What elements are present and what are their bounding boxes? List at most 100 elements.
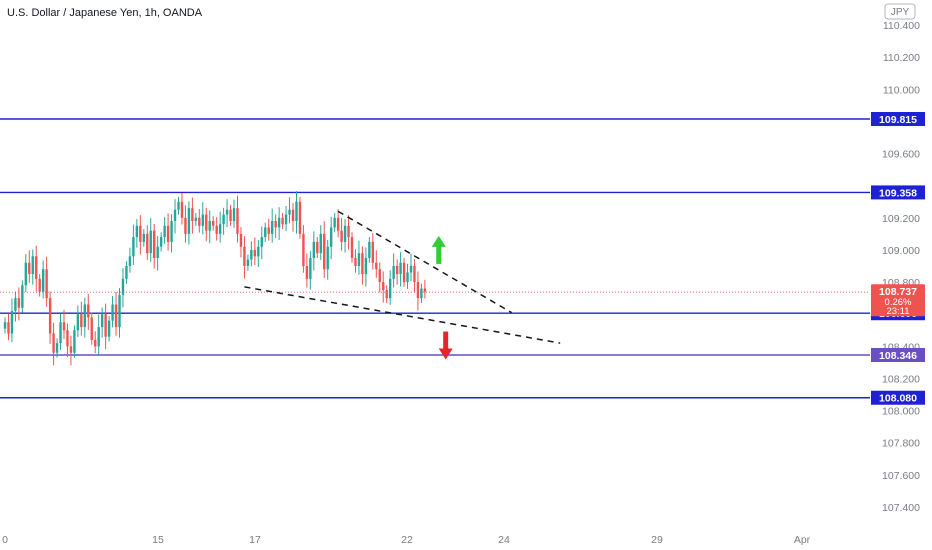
candle-body: [413, 266, 416, 283]
candle-body: [212, 221, 215, 226]
candle-body: [371, 241, 375, 263]
candle-body: [277, 217, 281, 228]
candle-body: [402, 262, 406, 283]
candle-body: [198, 217, 201, 226]
level-label: 109.815: [879, 114, 917, 126]
candle-body: [333, 217, 336, 228]
candle-body: [21, 285, 24, 308]
candle-body: [284, 214, 288, 225]
candle-body: [146, 233, 149, 254]
candle-body: [187, 208, 191, 234]
candle-body: [125, 266, 128, 279]
trendlines: [244, 210, 561, 344]
candle-body: [312, 241, 316, 258]
currency-badge[interactable]: JPY: [884, 3, 916, 20]
candle-body: [222, 214, 225, 225]
candle-body: [361, 253, 364, 275]
candle-body: [94, 339, 97, 347]
x-tick-label: 24: [498, 534, 510, 546]
current-price-label-bg: [871, 284, 925, 317]
candle-body: [3, 322, 7, 329]
candle-body: [409, 266, 413, 273]
candle-body: [281, 217, 284, 225]
chart-title: U.S. Dollar / Japanese Yen, 1h, OANDA: [7, 7, 203, 19]
candle-body: [28, 262, 31, 275]
y-tick-label: 107.400: [882, 502, 920, 514]
candle-body: [340, 230, 343, 242]
candle-body: [288, 209, 291, 215]
candle-body: [55, 343, 59, 353]
candle-body: [10, 310, 14, 334]
candle-body: [388, 278, 392, 299]
candle-body: [35, 256, 38, 279]
y-tick-label: 107.600: [882, 470, 920, 482]
current-price-countdown: 23:11: [886, 306, 909, 317]
candle-body: [80, 314, 83, 328]
candle-body: [267, 227, 270, 234]
candle-body: [135, 225, 139, 238]
candle-body: [420, 288, 423, 299]
y-tick-label: 110.000: [883, 84, 920, 96]
candle-body: [291, 209, 295, 222]
candle-body: [205, 214, 208, 231]
candle-body: [66, 330, 69, 347]
candle-body: [347, 225, 350, 238]
candle-body: [17, 298, 21, 308]
level-label: 108.080: [879, 393, 917, 405]
lower-wedge-trendline: [244, 286, 561, 344]
current-price-change: 0.26%: [885, 297, 912, 308]
candle-body: [368, 241, 371, 258]
y-tick-label: 108.200: [882, 373, 920, 385]
candle-body: [132, 237, 135, 257]
candle-body: [295, 201, 298, 222]
candle-body: [156, 246, 159, 258]
candle-body: [406, 272, 409, 283]
candle-body: [274, 221, 277, 228]
candle-body: [90, 317, 93, 340]
candle-body: [225, 209, 229, 215]
candle-body: [364, 257, 368, 275]
candle-body: [97, 327, 100, 347]
y-tick-label: 109.200: [882, 213, 920, 225]
candle-body: [270, 221, 274, 234]
level-label-bg: [871, 390, 925, 405]
candle-body: [191, 208, 194, 222]
candle-body: [416, 282, 420, 299]
y-axis: 110.400 110.200 110.000 109.600 109.200 109.0…: [882, 20, 920, 514]
candle-body: [76, 314, 80, 331]
candle-body: [142, 233, 145, 242]
y-tick-label: 110.400: [883, 20, 920, 32]
candle-body: [153, 230, 156, 258]
level-label-bg: [871, 111, 925, 126]
candle-body: [170, 221, 173, 242]
candle-body: [395, 266, 399, 275]
candle-body: [121, 278, 125, 295]
candle-body: [83, 304, 87, 328]
x-tick-label: 22: [401, 534, 413, 546]
level-label-bg: [871, 348, 925, 363]
candle-body: [260, 237, 263, 247]
candle-body: [392, 266, 395, 279]
candle-body: [382, 282, 385, 291]
currency-badge-label: JPY: [891, 7, 910, 18]
candle-body: [62, 322, 66, 331]
candle-body: [323, 233, 326, 270]
candle-body: [257, 246, 260, 257]
candle-body: [100, 314, 104, 328]
candle-body: [264, 227, 267, 238]
x-axis: 0 15 17 22 24 29 Apr: [2, 534, 811, 546]
candle-body: [166, 225, 170, 242]
level-label-bg: [871, 185, 925, 200]
candle-body: [215, 225, 218, 234]
candle-body: [399, 262, 402, 275]
candles: [3, 191, 427, 366]
candle-body: [239, 233, 243, 247]
candle-body: [232, 208, 236, 222]
candle-body: [31, 256, 34, 275]
candle-body: [163, 225, 166, 238]
candle-body: [104, 314, 107, 337]
candle-body: [329, 227, 333, 247]
candle-body: [14, 298, 17, 311]
